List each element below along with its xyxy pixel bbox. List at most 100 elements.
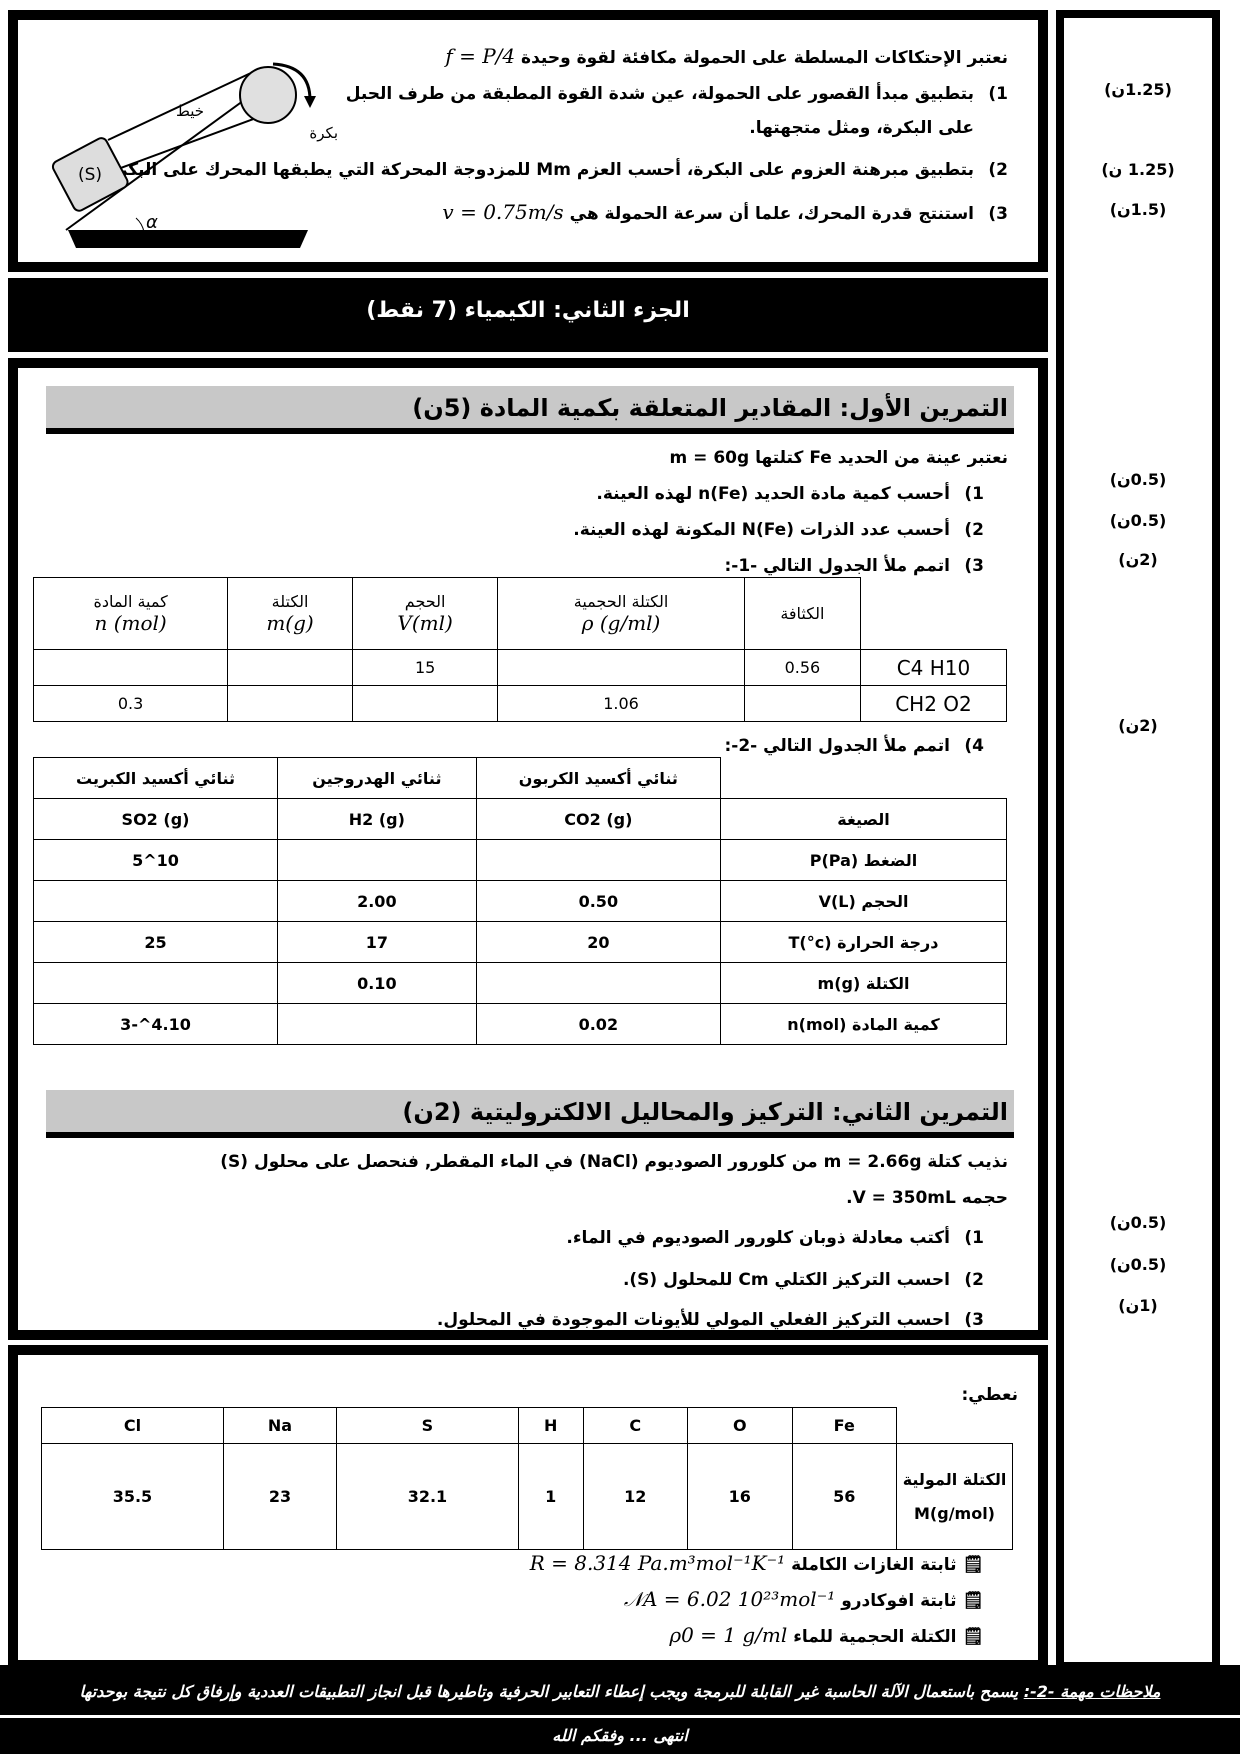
table-cell: 10^5 bbox=[32, 839, 279, 881]
table-cell: 1.06 bbox=[497, 685, 745, 722]
table-row: الكتلة المولية M(g/mol) 56 16 12 1 32.1 23 35.… bbox=[41, 1443, 1013, 1550]
body-label: (S) bbox=[78, 165, 102, 185]
table-cell bbox=[32, 962, 279, 1004]
table-cell: Cl bbox=[41, 1407, 224, 1444]
table-cell: ثنائي أكسيد الكبريت bbox=[32, 757, 279, 799]
table-cell bbox=[227, 685, 353, 722]
table-header-row: Fe O C H S Na Cl bbox=[41, 1407, 1013, 1444]
table-cell: 15 bbox=[351, 649, 499, 686]
table-cell: 0.10 bbox=[277, 962, 477, 1004]
table-row: C4 H10 0.56 15 bbox=[32, 649, 1007, 686]
table-cell: 35.5 bbox=[41, 1443, 224, 1550]
thread-label: خيط bbox=[176, 102, 204, 120]
molar-mass-table: Fe O C H S Na Cl الكتلة المولية M(g/mol) 56 16 1… bbox=[41, 1407, 1013, 1550]
table-cell: 2.00 bbox=[277, 880, 477, 922]
table-cell: الصيغة bbox=[720, 798, 1007, 840]
table-row: الحجم V(L) 0.50 2.00 bbox=[32, 880, 1007, 922]
marks-column: (1.25ن) (1.25 ن) (1.5ن) (0.5ن) (0.5ن) (2… bbox=[1056, 10, 1220, 1670]
table-2: ثنائي أكسيد الكربون ثنائي الهدروجين ثنائي … bbox=[32, 757, 1007, 1045]
note-icon: 🗒 bbox=[956, 1591, 984, 1611]
intro-text: نعتبر الإحتكاكات المسلطة على الحمولة مكا… bbox=[521, 48, 1008, 68]
mark: (0.5ن) bbox=[1109, 470, 1167, 489]
mark: (1.5ن) bbox=[1109, 200, 1167, 219]
table-cell: 1 bbox=[517, 1443, 584, 1550]
constant-label: الكتلة الحجمية للماء bbox=[793, 1627, 957, 1647]
question-3: اتمم ملأ الجدول التالي -1-: bbox=[724, 556, 950, 576]
mark: (1ن) bbox=[1118, 1296, 1158, 1315]
table-cell bbox=[896, 1407, 1013, 1444]
header-cell: كمية المادة n (mol) bbox=[32, 577, 229, 650]
table-cell bbox=[227, 649, 353, 686]
formula: R = 8.314 Pa.m³mol⁻¹K⁻¹ bbox=[529, 1551, 786, 1575]
question-3: استنتج قدرة المحرك، علما أن سرعة الحمولة… bbox=[569, 204, 974, 224]
note-icon: 🗒 bbox=[956, 1627, 984, 1647]
table-cell: الضغط P(Pa) bbox=[720, 839, 1007, 881]
ex1-intro: نعتبر عينة من الحديد Fe كتلتها m = 60g bbox=[669, 448, 1008, 468]
header-cell: الكتلة m(g) bbox=[227, 577, 353, 650]
question-2: أحسب عدد الذرات N(Fe) المكونة لهذه العين… bbox=[573, 520, 950, 540]
table-cell: O bbox=[687, 1407, 793, 1444]
table-cell: 0.50 bbox=[475, 880, 722, 922]
table-cell: كمية المادة n(mol) bbox=[720, 1003, 1007, 1045]
constant-label: ثابتة الغازات الكاملة bbox=[791, 1555, 957, 1575]
exercise-2-title: التمرين الثاني: التركيز والمحاليل الالكت… bbox=[46, 1090, 1014, 1138]
question-2: احسب التركيز الكتلي Cm للمحلول (S). bbox=[622, 1270, 950, 1290]
table-cell: 4.10^-3 bbox=[32, 1003, 279, 1045]
question-2: بتطبيق مبرهنة العزوم على البكرة، أحسب ال… bbox=[101, 160, 974, 180]
table-cell: ثنائي الهدروجين bbox=[277, 757, 477, 799]
table-cell bbox=[720, 757, 1007, 799]
formula: v = 0.75m/s bbox=[442, 200, 564, 224]
exercise-1-title: التمرين الأول: المقادير المتعلقة بكمية ا… bbox=[46, 386, 1014, 434]
table-cell: الكتلة المولية M(g/mol) bbox=[896, 1443, 1013, 1550]
mark: (0.5ن) bbox=[1109, 511, 1167, 530]
table-row: الضغط P(Pa) 10^5 bbox=[32, 839, 1007, 881]
constant-label: ثابتة افوكادرو bbox=[841, 1591, 957, 1611]
table-cell: Fe bbox=[791, 1407, 897, 1444]
mark: (2ن) bbox=[1118, 550, 1158, 569]
table-cell: 25 bbox=[32, 921, 279, 963]
angle-label: α bbox=[146, 212, 158, 233]
question-1: أكتب معادلة ذوبان كلورور الصوديوم في الم… bbox=[566, 1228, 950, 1248]
formula: 𝒩A = 6.02 10²³mol⁻¹ bbox=[623, 1587, 836, 1611]
ex2-intro-2: حجمه V = 350mL. bbox=[846, 1188, 1008, 1208]
table-cell bbox=[277, 1003, 477, 1045]
table-cell: 20 bbox=[475, 921, 722, 963]
question-4: اتمم ملأ الجدول التالي -2-: bbox=[724, 736, 950, 756]
table-cell: S bbox=[336, 1407, 519, 1444]
header-cell: الكتلة الحجمية ρ (g/ml) bbox=[497, 577, 745, 650]
table-cell: H2 (g) bbox=[277, 798, 477, 840]
table-cell: 0.3 bbox=[32, 685, 229, 722]
notes-text: يسمح باستعمال الآلة الحاسبة غير القابلة … bbox=[79, 1682, 1019, 1701]
header-cell: الحجم V(ml) bbox=[351, 577, 499, 650]
table-cell bbox=[277, 839, 477, 881]
table-cell: الكتلة m(g) bbox=[720, 962, 1007, 1004]
mark: (2ن) bbox=[1118, 716, 1158, 735]
part2-title: الجزء الثاني: الكيمياء (7 نقط) bbox=[8, 278, 1048, 352]
table-cell bbox=[32, 880, 279, 922]
table-cell: 32.1 bbox=[336, 1443, 519, 1550]
table-cell: 56 bbox=[791, 1443, 897, 1550]
formula: ρ0 = 1 g/ml bbox=[669, 1623, 788, 1647]
table-cell: 23 bbox=[222, 1443, 338, 1550]
pulley-diagram: (S) α خيط بكرة bbox=[51, 62, 338, 248]
table-cell: 17 bbox=[277, 921, 477, 963]
table-cell bbox=[475, 962, 722, 1004]
table-row: كمية المادة n(mol) 0.02 4.10^-3 bbox=[32, 1003, 1007, 1045]
table-cell: الحجم V(L) bbox=[720, 880, 1007, 922]
ex2-intro: نذيب كتلة m = 2.66g من كلورور الصوديوم (… bbox=[220, 1152, 1008, 1172]
table-1: الكثافة الكتلة الحجمية ρ (g/ml) الحجم V(ml… bbox=[32, 577, 1007, 722]
note-icon: 🗒 bbox=[956, 1555, 984, 1575]
table-cell: Na bbox=[222, 1407, 338, 1444]
table-cell: 16 bbox=[687, 1443, 793, 1550]
mark: (1.25 ن) bbox=[1101, 160, 1175, 179]
table-header-row: ثنائي أكسيد الكربون ثنائي الهدروجين ثنائي … bbox=[32, 757, 1007, 799]
end-text: انتهى ... وفقكم الله bbox=[0, 1718, 1240, 1754]
table-cell bbox=[351, 685, 499, 722]
table-row: CH2 O2 1.06 0.3 bbox=[32, 685, 1007, 722]
question-3: احسب التركيز الفعلي المولي للأيونات المو… bbox=[436, 1310, 950, 1330]
table-cell: C bbox=[582, 1407, 688, 1444]
table-cell: CO2 (g) bbox=[475, 798, 722, 840]
chemistry-section: التمرين الأول: المقادير المتعلقة بكمية ا… bbox=[8, 358, 1048, 1340]
physics-section: نعتبر الإحتكاكات المسلطة على الحمولة مكا… bbox=[8, 10, 1048, 272]
table-cell bbox=[497, 649, 745, 686]
